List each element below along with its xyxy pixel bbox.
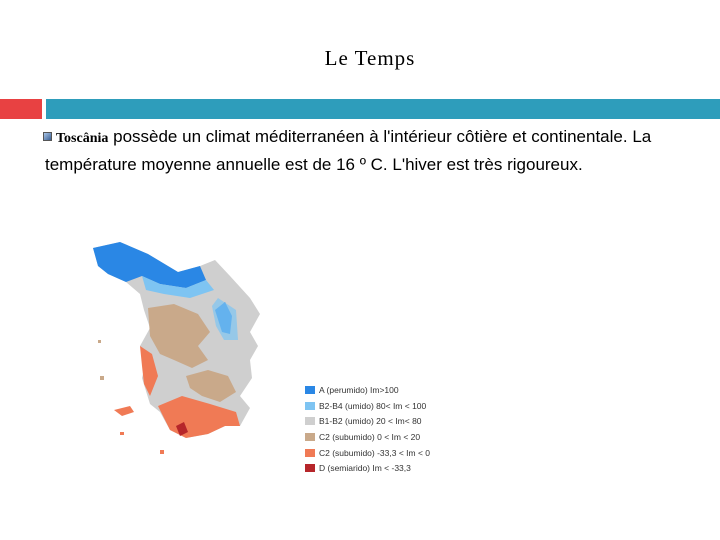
region-umido-north xyxy=(142,276,214,298)
island-gorgona xyxy=(100,376,104,380)
legend-item: C2 (subumido) 0 < Im < 20 xyxy=(305,429,465,445)
legend-item: B2-B4 (umido) 80< Im < 100 xyxy=(305,398,465,414)
island-pianosa xyxy=(120,432,124,435)
accent-bar-red xyxy=(0,99,42,119)
paragraph-text: possède un climat méditerranéen à l'inté… xyxy=(45,127,652,174)
legend-label: A (perumido) Im>100 xyxy=(319,384,399,395)
legend-swatch xyxy=(305,448,315,457)
legend-label: B1-B2 (umido) 20 < Im< 80 xyxy=(319,416,422,427)
island-elba xyxy=(114,406,134,416)
legend-swatch xyxy=(305,464,315,473)
legend-swatch xyxy=(305,417,315,426)
legend-label: C2 (subumido) -33,3 < Im < 0 xyxy=(319,447,431,458)
legend-item: D (semiarido) Im < -33,3 xyxy=(305,460,465,476)
legend-label: C2 (subumido) 0 < Im < 20 xyxy=(319,431,421,442)
slide-title: Le Temps xyxy=(324,46,416,70)
square-bullet-icon xyxy=(43,132,52,141)
legend-swatch xyxy=(305,432,315,441)
legend-swatch xyxy=(305,401,315,410)
region-umido-east xyxy=(212,298,238,340)
legend-swatch xyxy=(305,385,315,394)
legend-label: D (semiarido) Im < -33,3 xyxy=(319,463,411,474)
climate-map-graphic xyxy=(93,242,260,454)
region-perumido-north xyxy=(93,242,206,288)
region-subumido-south xyxy=(186,370,236,402)
legend-item: C2 (subumido) -33,3 < Im < 0 xyxy=(305,445,465,461)
island-capraia xyxy=(98,340,101,343)
accent-bar-teal xyxy=(46,99,720,119)
legend-label: B2-B4 (umido) 80< Im < 100 xyxy=(319,400,427,411)
region-dry-west xyxy=(140,346,158,396)
tuscany-climate-map xyxy=(90,236,450,476)
island-giglio xyxy=(160,450,164,454)
region-semiarid xyxy=(176,422,188,436)
legend-item: A (perumido) Im>100 xyxy=(305,382,465,398)
map-legend: A (perumido) Im>100 B2-B4 (umido) 80< Im… xyxy=(305,382,465,476)
body-paragraph: Toscânia possède un climat méditerranéen… xyxy=(43,124,715,178)
region-subumido-center xyxy=(148,304,210,368)
place-name: Toscânia xyxy=(56,131,109,146)
legend-item: B1-B2 (umido) 20 < Im< 80 xyxy=(305,413,465,429)
